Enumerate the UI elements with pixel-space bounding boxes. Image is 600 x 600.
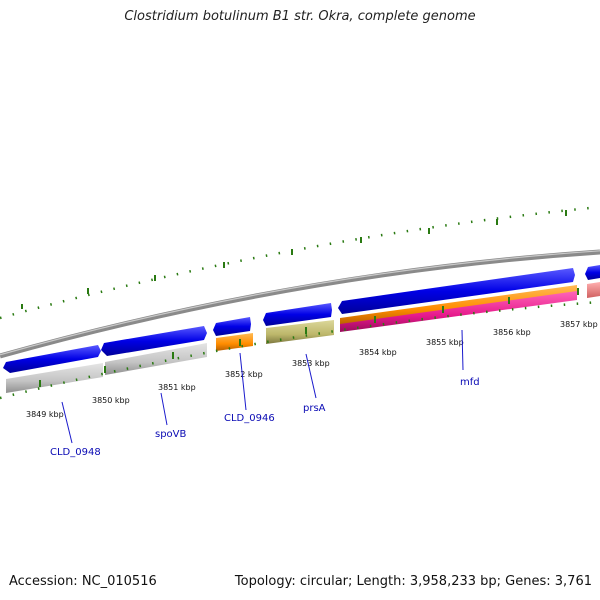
backbone [0,249,600,359]
map-title: Clostridium botulinum B1 str. Okra, comp… [124,9,476,24]
genome-summary: Topology: circular; Length: 3,958,233 bp… [234,574,592,589]
feature-segment[interactable] [340,285,577,325]
callout-line [239,352,247,411]
feature-segment[interactable] [340,291,577,332]
feature-segment[interactable] [216,333,253,351]
callout-line [305,353,317,399]
outer-tick-ring [0,205,600,320]
feature-segment[interactable] [6,363,103,393]
major-ticks-outer [21,210,567,309]
cds-track [3,265,600,373]
scale-label: 3849 kbp [26,410,64,419]
feature-segment[interactable] [266,320,334,344]
gene-label-prsa[interactable]: prsA [303,403,326,414]
gene-labels: CLD_0948 spoVB CLD_0946 prsA mfd [50,377,480,458]
gene-label-mfd[interactable]: mfd [460,377,480,388]
scale-label: 3850 kbp [92,396,130,405]
cds-arrow[interactable] [263,303,332,326]
feature-segment[interactable] [587,282,600,298]
cds-arrow[interactable] [3,345,101,373]
scale-label: 3853 kbp [292,359,330,368]
scale-label: 3851 kbp [158,383,196,392]
cds-arrow[interactable] [213,317,251,336]
gene-callout-lines [61,329,464,444]
inner-tick-ring [0,288,600,400]
scale-labels: 3849 kbp 3850 kbp 3851 kbp 3852 kbp 3853… [26,320,598,419]
gene-label-cld-0946[interactable]: CLD_0946 [224,413,275,424]
accession-text: Accession: NC_010516 [9,574,157,589]
callout-line [61,401,73,444]
scale-label: 3852 kbp [225,370,263,379]
scale-label: 3857 kbp [560,320,598,329]
scale-label: 3855 kbp [426,338,464,347]
major-ticks-inner [39,288,579,387]
gene-label-cld-0948[interactable]: CLD_0948 [50,447,101,458]
scale-label: 3856 kbp [493,328,531,337]
backbone-highlight [0,250,600,356]
feature-segment[interactable] [105,343,207,375]
cds-arrow[interactable] [585,265,600,280]
scale-label: 3854 kbp [359,348,397,357]
feature-track [6,282,600,393]
callout-line [160,392,168,426]
callout-line [461,329,464,371]
gene-label-spovb[interactable]: spoVB [155,429,187,440]
cds-arrow[interactable] [101,326,207,356]
cds-arrow[interactable] [338,268,575,314]
